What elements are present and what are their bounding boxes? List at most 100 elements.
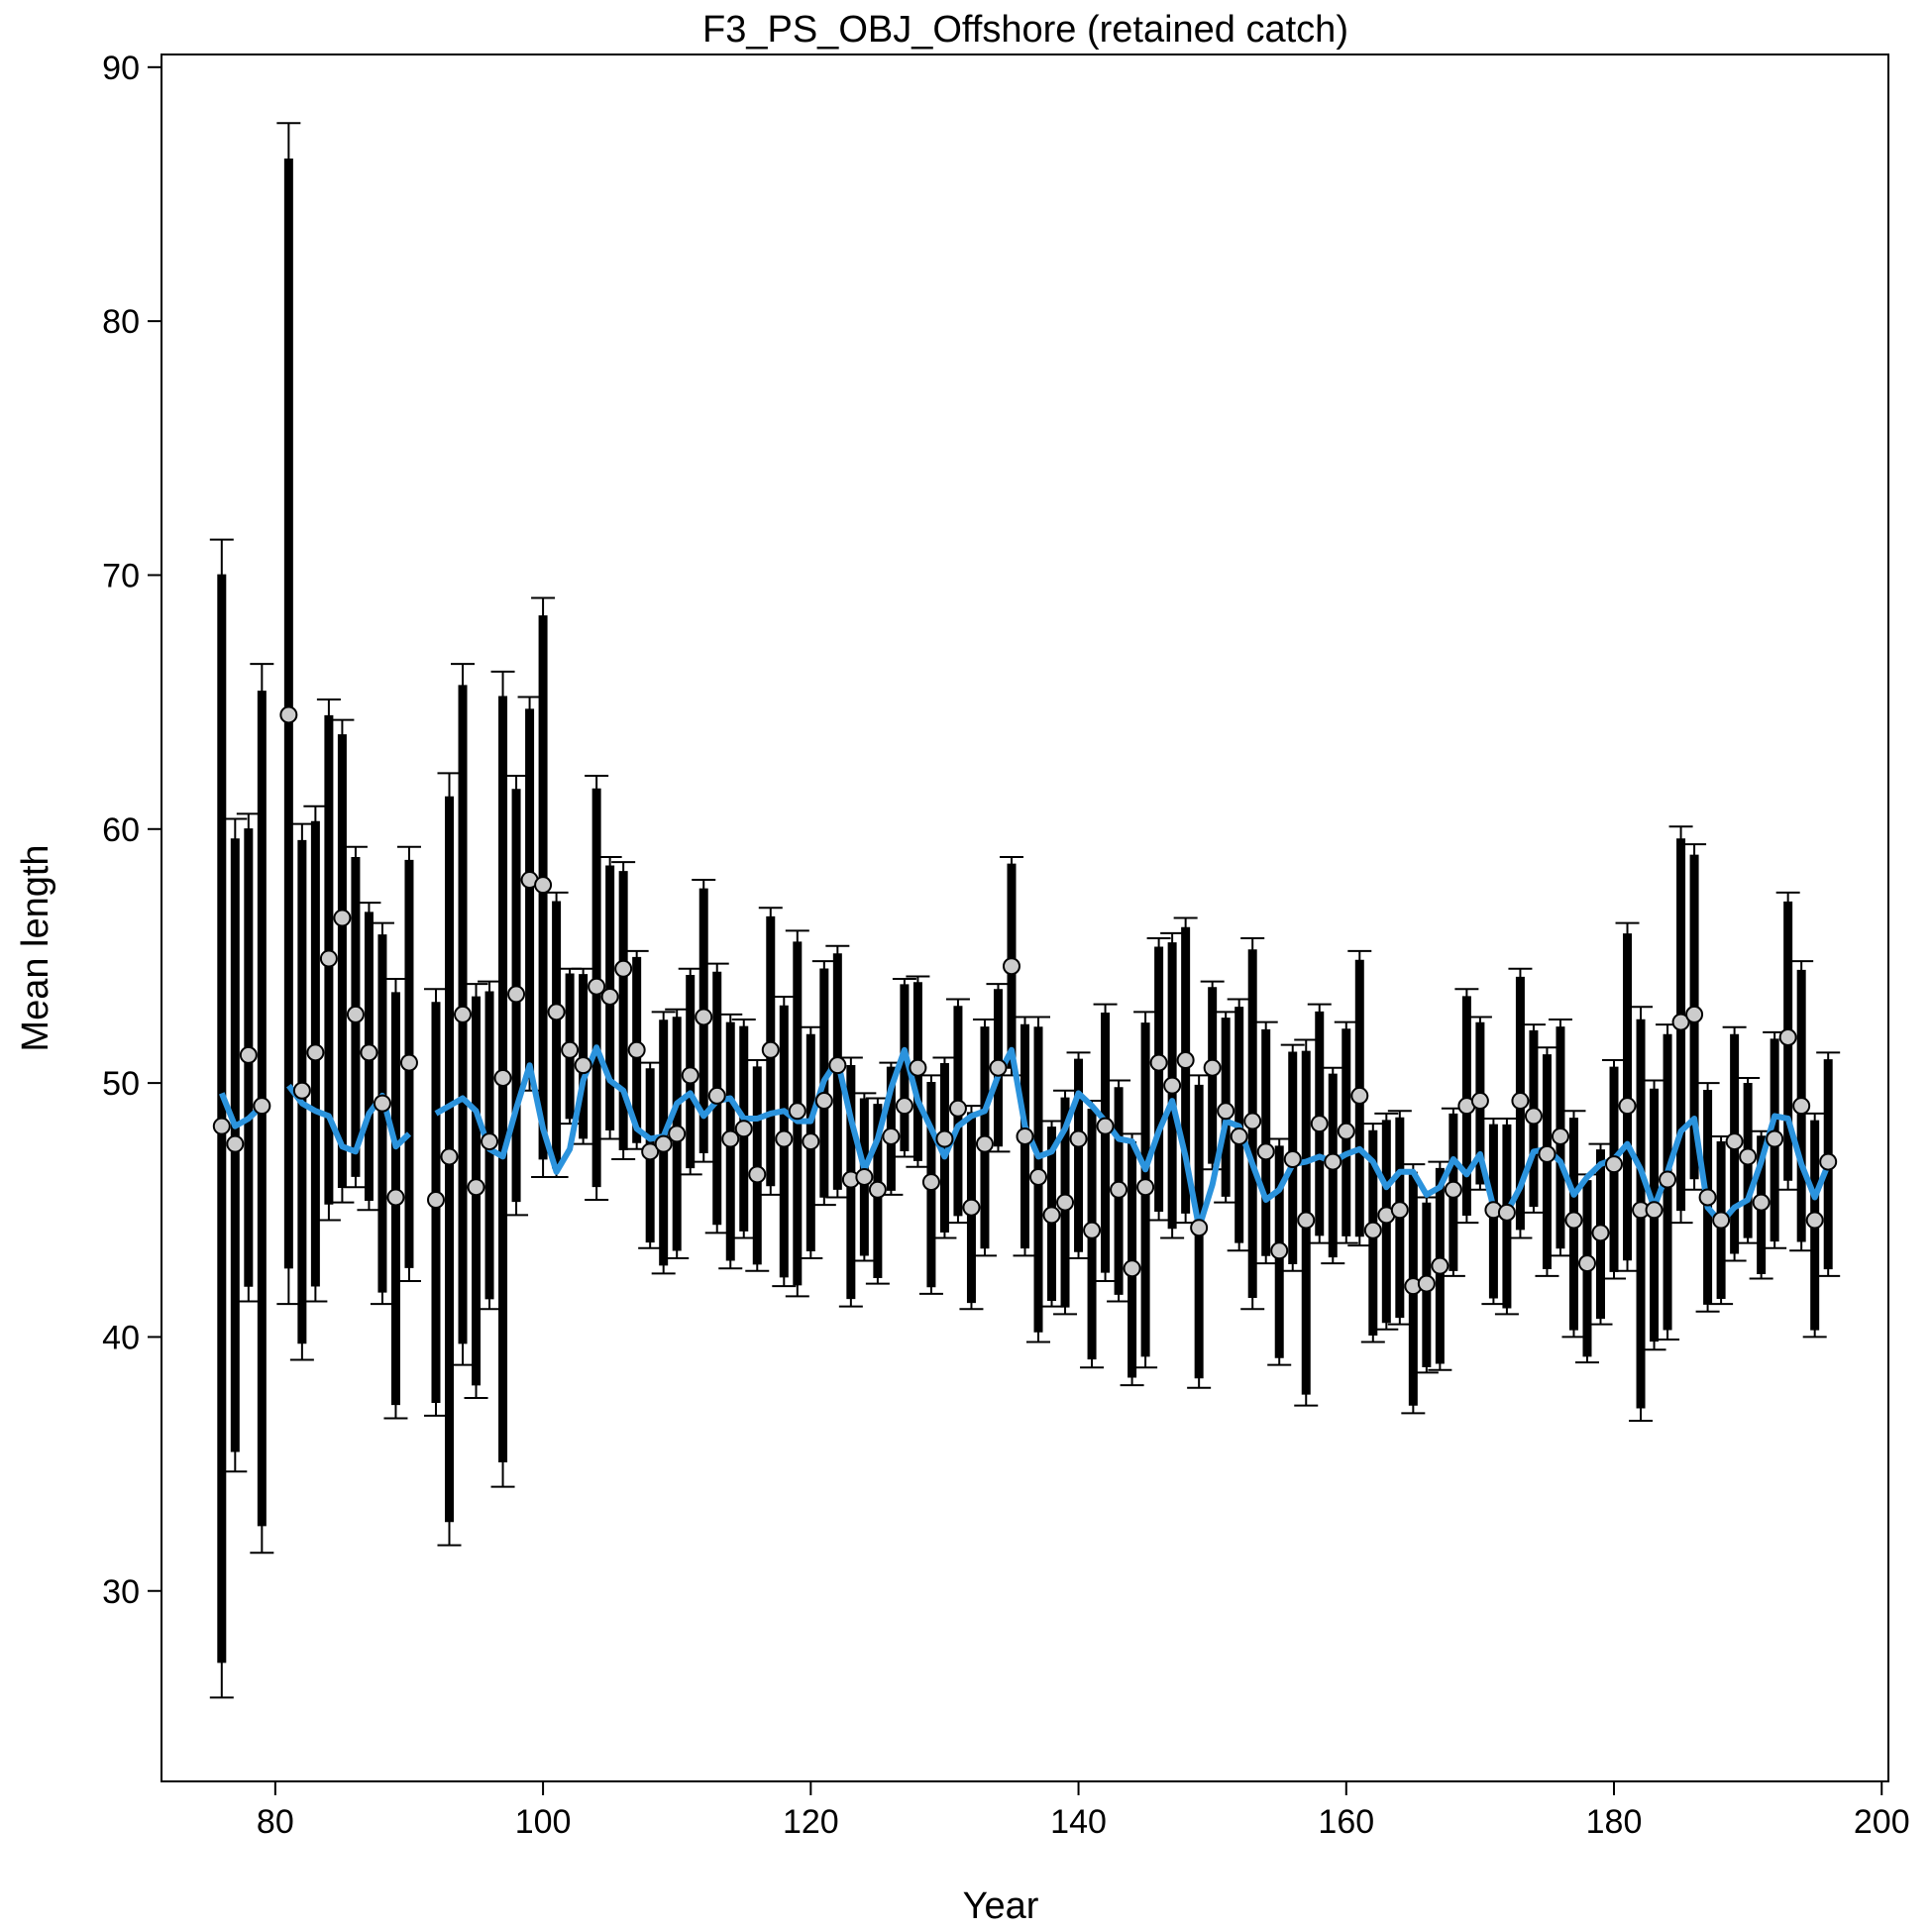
data-point bbox=[1123, 1259, 1141, 1278]
data-point bbox=[855, 1167, 874, 1186]
plot-frame bbox=[161, 54, 1889, 1782]
x-tick-label: 100 bbox=[515, 1803, 572, 1841]
data-point bbox=[481, 1132, 499, 1151]
data-point bbox=[1739, 1147, 1758, 1166]
data-point bbox=[534, 876, 553, 895]
data-point bbox=[360, 1043, 378, 1062]
data-point bbox=[1149, 1053, 1168, 1072]
data-point bbox=[1766, 1129, 1784, 1148]
data-point bbox=[467, 1178, 485, 1197]
data-point bbox=[788, 1102, 806, 1121]
data-point bbox=[1712, 1211, 1731, 1230]
x-tick-label: 160 bbox=[1318, 1803, 1374, 1841]
data-point bbox=[1083, 1221, 1102, 1239]
data-point bbox=[909, 1058, 927, 1077]
data-point bbox=[668, 1125, 687, 1143]
data-point bbox=[454, 1005, 473, 1023]
data-point bbox=[346, 1005, 365, 1023]
data-point bbox=[1297, 1211, 1316, 1230]
data-point bbox=[962, 1198, 981, 1217]
data-point bbox=[1176, 1051, 1195, 1070]
data-point bbox=[707, 1086, 726, 1105]
x-axis: 80 100 120 140 160 180 200 bbox=[257, 1781, 1910, 1841]
data-point bbox=[1069, 1129, 1088, 1148]
y-tick-label: 80 bbox=[102, 303, 140, 341]
data-point bbox=[561, 1040, 580, 1059]
data-point bbox=[574, 1056, 592, 1075]
y-tick-label: 40 bbox=[102, 1319, 140, 1356]
data-point bbox=[1577, 1254, 1596, 1273]
y-tick-label: 60 bbox=[102, 811, 140, 849]
data-point bbox=[614, 959, 633, 978]
data-point bbox=[279, 705, 298, 724]
chart-title: F3_PS_OBJ_Offshore (retained catch) bbox=[702, 9, 1348, 51]
data-point bbox=[627, 1040, 646, 1059]
y-tick-label: 90 bbox=[102, 50, 140, 87]
data-point bbox=[1324, 1152, 1342, 1171]
x-tick-label: 120 bbox=[783, 1803, 839, 1841]
data-point bbox=[493, 1068, 512, 1087]
data-point bbox=[399, 1053, 418, 1072]
data-point bbox=[948, 1099, 967, 1118]
x-tick-label: 80 bbox=[257, 1803, 294, 1841]
data-point bbox=[1350, 1086, 1369, 1105]
data-point bbox=[935, 1129, 954, 1148]
data-point bbox=[1363, 1221, 1382, 1239]
data-point bbox=[681, 1066, 699, 1085]
data-point bbox=[1470, 1092, 1489, 1111]
data-point bbox=[1230, 1127, 1248, 1145]
data-point bbox=[1042, 1206, 1061, 1225]
data-point bbox=[654, 1134, 673, 1153]
data-point bbox=[828, 1056, 847, 1075]
data-point bbox=[1659, 1170, 1677, 1189]
data-point bbox=[1016, 1127, 1034, 1145]
data-point bbox=[212, 1117, 231, 1135]
data-point bbox=[1203, 1058, 1222, 1077]
data-point bbox=[373, 1094, 391, 1113]
y-axis: 30 40 50 60 70 80 90 bbox=[102, 50, 161, 1611]
data-point bbox=[426, 1191, 445, 1210]
observed-points bbox=[212, 705, 1838, 1296]
data-point bbox=[1256, 1142, 1275, 1161]
data-point bbox=[1444, 1180, 1462, 1199]
data-point bbox=[1524, 1107, 1543, 1126]
data-point bbox=[1725, 1132, 1744, 1151]
y-tick-label: 50 bbox=[102, 1065, 140, 1103]
data-point bbox=[1136, 1178, 1155, 1197]
data-point bbox=[1792, 1097, 1811, 1116]
data-point bbox=[895, 1097, 913, 1116]
data-point bbox=[1431, 1256, 1449, 1275]
data-point bbox=[1752, 1193, 1771, 1212]
data-point bbox=[1805, 1211, 1824, 1230]
data-point bbox=[1337, 1122, 1355, 1140]
data-point bbox=[507, 985, 526, 1004]
x-tick-label: 200 bbox=[1854, 1803, 1910, 1841]
data-point bbox=[1618, 1097, 1637, 1116]
data-point bbox=[1096, 1117, 1115, 1135]
data-point bbox=[1671, 1013, 1690, 1031]
data-point bbox=[814, 1092, 833, 1111]
data-point bbox=[921, 1173, 940, 1192]
data-point bbox=[1511, 1092, 1530, 1111]
data-point bbox=[386, 1188, 405, 1207]
data-point bbox=[721, 1129, 740, 1148]
data-point bbox=[1390, 1201, 1409, 1220]
data-point bbox=[868, 1180, 887, 1199]
data-point bbox=[1163, 1076, 1182, 1095]
data-point bbox=[1190, 1219, 1209, 1237]
data-point bbox=[1217, 1102, 1235, 1121]
data-point bbox=[1270, 1241, 1289, 1260]
data-point bbox=[734, 1120, 753, 1138]
data-point bbox=[1605, 1155, 1624, 1174]
data-point bbox=[239, 1045, 258, 1064]
data-point bbox=[802, 1132, 820, 1151]
data-point bbox=[1056, 1193, 1075, 1212]
x-tick-label: 180 bbox=[1586, 1803, 1643, 1841]
data-point bbox=[1497, 1203, 1516, 1222]
y-tick-label: 30 bbox=[102, 1573, 140, 1611]
data-point bbox=[761, 1040, 780, 1059]
data-point bbox=[1698, 1188, 1717, 1207]
data-point bbox=[1283, 1150, 1302, 1169]
data-point bbox=[226, 1134, 245, 1153]
